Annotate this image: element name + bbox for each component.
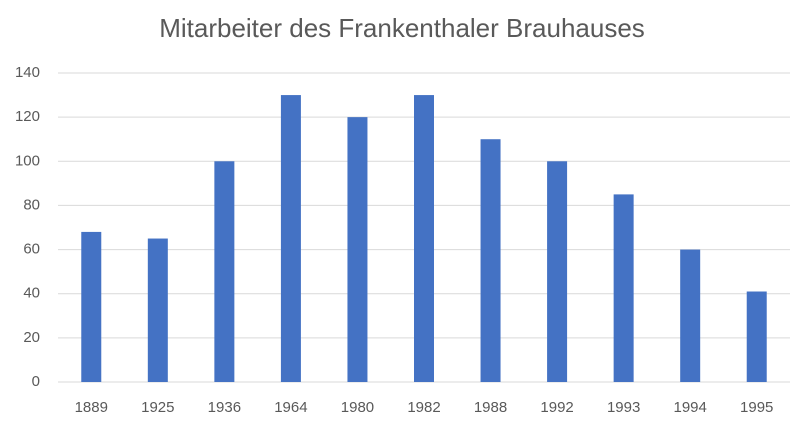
y-tick-label: 60 [23, 241, 40, 258]
bar [480, 139, 501, 382]
x-tick-label: 1994 [673, 399, 706, 416]
x-tick-label: 1992 [540, 399, 573, 416]
bar [280, 95, 301, 383]
x-tick-label: 1936 [208, 399, 241, 416]
x-tick-label: 1964 [274, 399, 307, 416]
chart-title: Mitarbeiter des Frankenthaler Brauhauses [159, 13, 645, 43]
y-tick-label: 40 [23, 285, 40, 302]
bar [414, 95, 434, 383]
bar [547, 161, 568, 382]
x-tick-label: 1995 [740, 399, 773, 416]
x-tick-label: 1993 [607, 399, 640, 416]
y-tick-label: 100 [15, 152, 40, 169]
y-tick-label: 120 [15, 108, 40, 125]
y-tick-label: 80 [23, 196, 40, 213]
y-tick-label: 20 [23, 329, 40, 346]
y-tick-label: 0 [32, 373, 40, 390]
bar [147, 238, 168, 382]
bar [746, 291, 767, 382]
x-tick-label: 1980 [341, 399, 374, 416]
bar [81, 231, 102, 382]
x-tick-label: 1925 [141, 399, 174, 416]
x-tick-label: 1982 [407, 399, 440, 416]
bar [613, 194, 634, 382]
bar [214, 161, 235, 382]
x-tick-label: 1889 [75, 399, 108, 416]
bar [347, 117, 368, 383]
x-tick-label: 1988 [474, 399, 507, 416]
bar [680, 249, 701, 382]
y-tick-label: 140 [15, 64, 40, 81]
